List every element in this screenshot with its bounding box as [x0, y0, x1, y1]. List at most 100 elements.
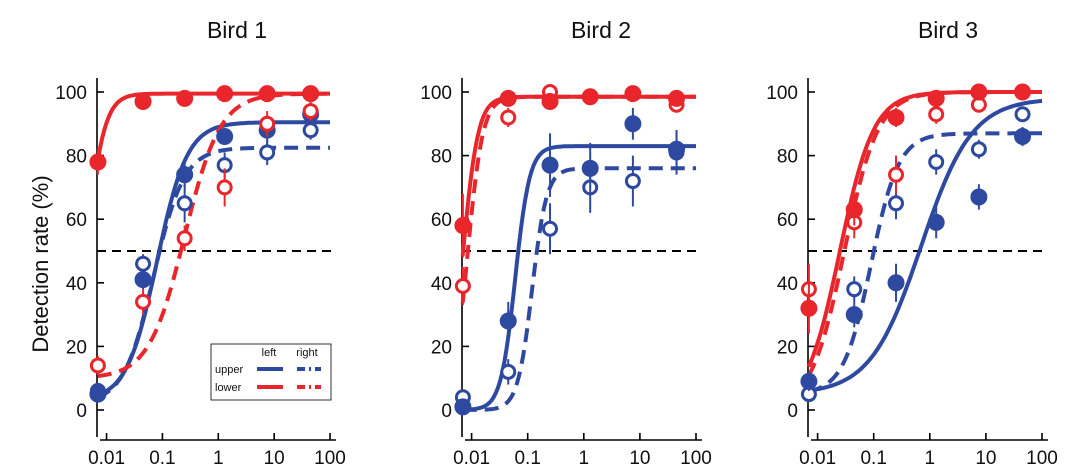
data-point-open — [135, 255, 152, 272]
fit-curve-upper-left — [808, 98, 1043, 393]
data-point-open — [970, 141, 987, 158]
data-point-filled — [499, 89, 517, 107]
data-point-filled — [668, 140, 686, 158]
x-tick-label: 1 — [213, 448, 224, 469]
y-tick-label: 80 — [431, 147, 452, 168]
legend-box — [210, 343, 332, 401]
data-point-open — [454, 277, 471, 294]
data-point-filled — [970, 83, 988, 101]
x-tick-label: 100 — [680, 448, 712, 469]
x-tick-label: 0.01 — [799, 448, 836, 469]
data-point-open — [624, 173, 641, 190]
y-tick-label: 60 — [431, 210, 452, 231]
x-tick-label: 0.01 — [453, 448, 490, 469]
fit-curve-upper-left — [96, 120, 330, 397]
x-tick-label: 1 — [925, 448, 936, 469]
data-point-filled — [134, 93, 152, 111]
x-tick-label: 100 — [314, 448, 346, 469]
data-point-filled — [176, 166, 194, 184]
data-point-open — [89, 357, 106, 374]
data-point-filled — [624, 115, 642, 133]
y-axis-label: Detection rate (%) — [28, 175, 53, 352]
panel-1: Bird 1 0 20 40 60 80 100 0.01 0.1 1 10 100 left right… — [55, 17, 346, 469]
legend-row-lower: lower — [215, 382, 242, 394]
legend-row-upper: upper — [215, 364, 243, 376]
data-point-open — [846, 281, 863, 298]
data-point-filled — [89, 153, 107, 171]
data-point-open — [928, 153, 945, 170]
legend-col-right: right — [296, 347, 317, 359]
data-point-open — [176, 195, 193, 212]
data-point-open — [928, 106, 945, 123]
data-point-filled — [541, 156, 559, 174]
x-tick-label: 10 — [264, 448, 285, 469]
y-tick-label: 0 — [76, 401, 87, 422]
x-tick-label: 10 — [975, 448, 996, 469]
panel-title: Bird 3 — [918, 17, 978, 43]
x-tick-label: 10 — [629, 448, 650, 469]
data-point-filled — [454, 398, 472, 416]
fit-curve-lower-right — [460, 94, 696, 303]
panel-title: Bird 2 — [571, 17, 631, 43]
y-tick-label: 80 — [777, 147, 798, 168]
y-tick-label: 40 — [66, 274, 87, 295]
legend: left right upper lower — [210, 343, 332, 401]
x-tick-label: 0.1 — [149, 448, 175, 469]
data-point-filled — [581, 159, 599, 177]
data-point-filled — [89, 385, 107, 403]
data-point-open — [1014, 106, 1031, 123]
data-point-open — [135, 293, 152, 310]
data-point-filled — [800, 299, 818, 317]
data-point-filled — [800, 372, 818, 390]
y-tick-label: 100 — [55, 83, 87, 104]
legend-col-left: left — [262, 347, 277, 359]
y-tick-label: 40 — [431, 274, 452, 295]
data-point-open — [176, 230, 193, 247]
fit-curve-upper-left — [462, 144, 696, 412]
data-point-filled — [927, 213, 945, 231]
data-point-filled — [668, 89, 686, 107]
x-tick-label: 0.01 — [88, 448, 125, 469]
data-point-filled — [927, 89, 945, 107]
data-point-filled — [541, 93, 559, 111]
fit-curve-lower-left — [460, 94, 696, 256]
y-tick-label: 20 — [777, 337, 798, 358]
data-point-filled — [216, 85, 234, 103]
y-tick-label: 0 — [441, 401, 452, 422]
panel-3: Bird 3 0 20 40 60 80 100 0.01 0.1 1 10 100 — [766, 17, 1058, 469]
fit-curve-lower-left — [95, 91, 330, 161]
fit-curve-lower-left — [806, 90, 1042, 368]
y-tick-label: 60 — [66, 210, 87, 231]
data-point-open — [500, 363, 517, 380]
data-point-open — [500, 109, 517, 126]
x-tick-label: 0.1 — [860, 448, 886, 469]
data-point-filled — [499, 312, 517, 330]
panel-title: Bird 1 — [207, 17, 267, 43]
data-point-open — [216, 179, 233, 196]
x-tick-label: 1 — [579, 448, 590, 469]
y-tick-label: 60 — [777, 210, 798, 231]
data-point-open — [888, 166, 905, 183]
data-point-open — [302, 122, 319, 139]
data-point-filled — [1014, 128, 1032, 146]
data-point-open — [259, 144, 276, 161]
data-point-filled — [134, 271, 152, 289]
data-point-filled — [302, 85, 320, 103]
y-tick-label: 40 — [777, 274, 798, 295]
data-point-filled — [454, 217, 472, 235]
data-point-open — [888, 195, 905, 212]
y-tick-label: 0 — [787, 401, 798, 422]
data-point-filled — [845, 201, 863, 219]
fit-curve-upper-right — [462, 166, 696, 412]
data-point-filled — [258, 85, 276, 103]
data-point-filled — [970, 188, 988, 206]
x-tick-label: 0.1 — [514, 448, 540, 469]
data-point-filled — [845, 306, 863, 324]
data-point-filled — [216, 128, 234, 146]
y-tick-label: 100 — [766, 83, 798, 104]
data-point-open — [302, 103, 319, 120]
data-point-filled — [1014, 83, 1032, 101]
data-point-filled — [176, 89, 194, 107]
y-tick-label: 20 — [66, 337, 87, 358]
